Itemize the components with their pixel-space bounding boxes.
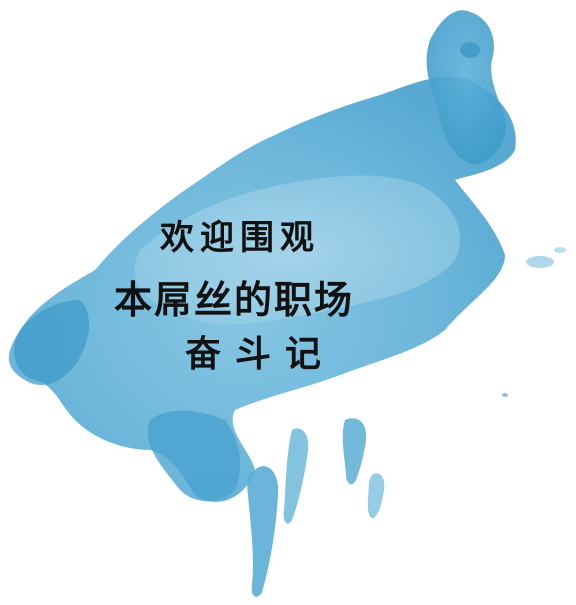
splash-fleck-3 — [502, 393, 508, 397]
splash-left-edge — [8, 300, 90, 385]
splash-drip-3 — [342, 418, 367, 485]
splash-drip-2 — [283, 428, 309, 524]
splash-top-plume — [426, 10, 506, 165]
splash-fleck-1 — [526, 256, 554, 268]
splash-fleck-4 — [460, 42, 480, 58]
splash-lower-edge — [147, 410, 241, 502]
splash-fleck-2 — [554, 247, 566, 253]
splash-light-wash — [134, 175, 461, 325]
splash-drip-4 — [367, 473, 385, 519]
splash-drip-1 — [247, 466, 279, 597]
